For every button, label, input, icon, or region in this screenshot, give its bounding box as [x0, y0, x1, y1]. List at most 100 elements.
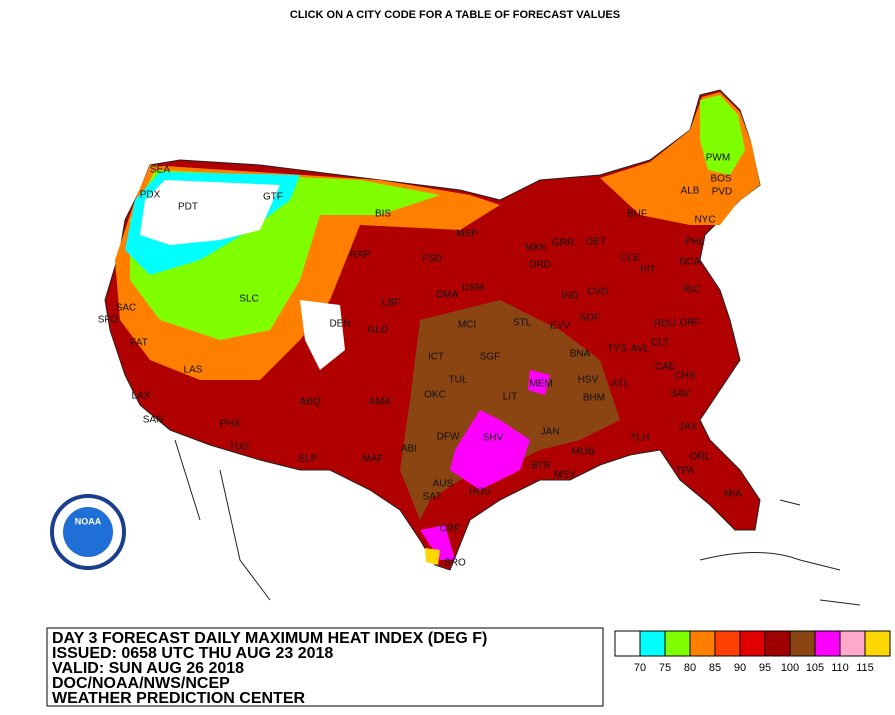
city-code[interactable]: BTR: [531, 461, 551, 472]
legend-label: 95: [759, 662, 771, 674]
city-code[interactable]: OMA: [436, 290, 459, 301]
city-code[interactable]: LIT: [503, 392, 517, 403]
city-code[interactable]: OKC: [424, 390, 446, 401]
city-code[interactable]: DEN: [329, 319, 350, 330]
city-code[interactable]: JAN: [541, 427, 560, 438]
legend-swatch: [689, 630, 716, 657]
city-code[interactable]: PHX: [220, 419, 241, 430]
city-code[interactable]: SAT: [423, 492, 442, 503]
city-code[interactable]: AVL: [631, 344, 650, 355]
city-code[interactable]: AMA: [369, 397, 391, 408]
city-code[interactable]: ABI: [401, 444, 417, 455]
city-code[interactable]: HSV: [578, 375, 599, 386]
city-code[interactable]: ABQ: [299, 397, 320, 408]
city-code[interactable]: MEM: [529, 379, 552, 390]
city-code[interactable]: ELP: [299, 454, 318, 465]
city-code[interactable]: ORD: [529, 260, 551, 271]
city-code[interactable]: CVG: [587, 287, 609, 298]
city-code[interactable]: CLT: [651, 338, 669, 349]
city-code[interactable]: RIC: [683, 285, 700, 296]
city-code[interactable]: TUS: [229, 442, 249, 453]
legend: 70 75 80 85 90 95 100 105 110 115: [614, 630, 891, 674]
city-code[interactable]: MSP: [456, 229, 478, 240]
noaa-logo: NOAA: [50, 494, 126, 570]
city-code[interactable]: BOS: [710, 174, 731, 185]
city-code[interactable]: PDX: [140, 190, 161, 201]
map: [104, 89, 861, 606]
city-code[interactable]: SFO: [98, 315, 119, 326]
city-code[interactable]: GTF: [263, 192, 283, 203]
title-line: DOC/NOAA/NWS/NCEP: [52, 675, 230, 692]
city-code[interactable]: CLE: [620, 253, 640, 264]
city-code[interactable]: GLD: [368, 325, 389, 336]
city-code[interactable]: HOU: [469, 487, 491, 498]
city-code[interactable]: CRP: [439, 524, 460, 535]
city-code[interactable]: DET: [586, 237, 606, 248]
city-code[interactable]: IND: [561, 291, 578, 302]
city-code[interactable]: TUL: [449, 375, 468, 386]
city-code[interactable]: SAV: [670, 389, 690, 400]
city-code[interactable]: PIT: [640, 265, 656, 276]
city-code[interactable]: MOB: [572, 447, 595, 458]
city-code[interactable]: JAX: [679, 422, 698, 433]
city-code[interactable]: ORF: [679, 318, 700, 329]
zone-70b: [300, 300, 345, 370]
zone-110c: [420, 525, 455, 560]
city-code[interactable]: SLC: [239, 294, 258, 305]
city-code[interactable]: SAN: [143, 415, 164, 426]
city-code[interactable]: FAT: [130, 338, 148, 349]
city-code[interactable]: AUS: [433, 479, 454, 490]
city-code[interactable]: MIA: [724, 489, 742, 500]
zone-ne-cool: [700, 95, 745, 175]
city-code[interactable]: ALB: [681, 186, 700, 197]
city-code[interactable]: PHL: [685, 237, 705, 248]
city-code[interactable]: ICT: [428, 352, 444, 363]
city-code[interactable]: LBF: [382, 298, 400, 309]
legend-swatch: [764, 630, 791, 657]
city-code[interactable]: BHM: [583, 393, 605, 404]
city-code[interactable]: TPA: [676, 466, 695, 477]
logo-core: [63, 507, 113, 557]
city-code[interactable]: SEA: [150, 165, 170, 176]
city-code[interactable]: SAC: [116, 303, 137, 314]
city-code[interactable]: MAF: [362, 454, 383, 465]
city-code[interactable]: BIS: [375, 209, 391, 220]
city-code[interactable]: CAE: [655, 362, 676, 373]
city-code[interactable]: EVV: [550, 321, 570, 332]
city-code[interactable]: FSD: [422, 254, 442, 265]
city-code[interactable]: DFW: [437, 432, 460, 443]
city-code[interactable]: PDT: [178, 202, 198, 213]
city-code[interactable]: RAP: [350, 250, 371, 261]
title-line: WEATHER PREDICTION CENTER: [52, 690, 305, 707]
city-code[interactable]: TLH: [631, 433, 650, 444]
city-code[interactable]: PVD: [712, 187, 733, 198]
city-code[interactable]: GRR: [552, 238, 574, 249]
city-code[interactable]: LAS: [184, 365, 203, 376]
city-code[interactable]: RDU: [654, 319, 676, 330]
city-code[interactable]: SHV: [483, 433, 504, 444]
city-code[interactable]: MCI: [458, 320, 476, 331]
city-code[interactable]: CHS: [674, 371, 695, 382]
city-code[interactable]: ORL: [690, 452, 711, 463]
city-code[interactable]: SDF: [580, 313, 600, 324]
city-code[interactable]: DCA: [679, 257, 700, 268]
city-code[interactable]: STL: [513, 318, 532, 329]
title-line: VALID: SUN AUG 26 2018: [52, 660, 244, 677]
city-code[interactable]: BRO: [444, 558, 466, 569]
city-code[interactable]: SGF: [480, 352, 501, 363]
title-line: DAY 3 FORECAST DAILY MAXIMUM HEAT INDEX …: [52, 630, 487, 647]
city-code[interactable]: MKE: [525, 243, 547, 254]
city-code[interactable]: ATL: [611, 379, 629, 390]
city-code[interactable]: BUF: [627, 209, 647, 220]
city-code[interactable]: LAX: [132, 391, 151, 402]
city-code[interactable]: MSY: [554, 470, 576, 481]
city-code[interactable]: PWM: [706, 153, 730, 164]
legend-swatch: [639, 630, 666, 657]
logo-text: NOAA: [75, 516, 102, 526]
city-code[interactable]: NYC: [694, 215, 715, 226]
city-code[interactable]: TYS: [607, 344, 627, 355]
city-code[interactable]: DSM: [462, 283, 484, 294]
zone-70: [140, 180, 280, 245]
city-code[interactable]: BNA: [570, 349, 591, 360]
